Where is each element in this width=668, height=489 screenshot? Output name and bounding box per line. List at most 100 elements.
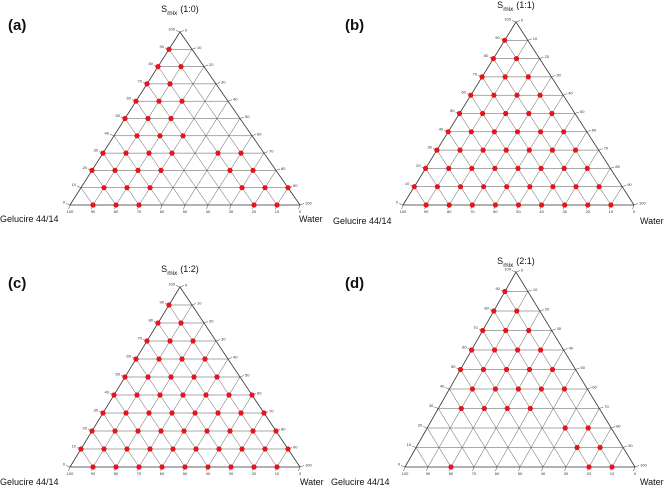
grid-line [438,408,475,468]
grid-line [276,187,289,206]
tick-label: 70 [269,149,274,154]
grid-line [518,113,576,206]
tick-label: 100 [400,209,407,214]
tick-label: 90 [91,209,96,214]
tick-mark [511,270,517,273]
composition-point [525,74,531,80]
apex-label-ratio: (1:0) [180,4,199,14]
composition-point [502,74,508,80]
grid-line [425,40,529,206]
composition-point [179,356,185,362]
tick-label: 40 [233,355,238,360]
tick-label: 50 [183,471,188,476]
tick-label: 20 [252,471,257,476]
tick-mark [622,184,627,187]
composition-point [561,386,568,392]
composition-point [113,464,119,470]
tick-label: 90 [293,183,298,188]
composition-point [134,392,140,398]
tick-label: 90 [160,44,165,49]
tick-mark [575,367,580,370]
composition-point [490,56,496,62]
composition-point [249,392,255,398]
tick-label: 100 [305,463,312,468]
composition-point [492,386,498,392]
composition-point [111,392,117,398]
composition-point [90,202,96,208]
composition-point [169,410,175,416]
composition-point [423,202,429,208]
tick-label: 50 [518,471,523,476]
composition-point [133,98,139,104]
composition-point [445,129,451,135]
grid-line [92,49,193,206]
grid-line [146,340,232,468]
tick-mark [215,82,221,85]
tick-label: 10 [275,209,280,214]
composition-point [227,428,233,434]
apex-label-sub: mix [167,270,178,277]
composition-point [146,150,152,156]
composition-point [574,444,580,451]
composition-point [527,184,533,190]
grid-line [504,291,613,468]
composition-point [586,464,592,470]
composition-point [238,150,244,156]
composition-point [480,327,486,334]
composition-point [192,410,198,416]
composition-point [469,386,475,392]
apex-label-ratio: (1:1) [516,0,535,10]
tick-mark [229,204,232,210]
tick-label: 30 [427,145,432,150]
composition-point [434,184,440,190]
composition-point [122,115,128,122]
tick-label: 90 [91,471,96,476]
composition-point [159,464,165,470]
tick-label: 60 [592,385,597,390]
tick-mark [400,465,406,468]
tick-mark [586,130,591,133]
tick-mark [299,203,305,206]
tick-label: 0 [63,200,66,205]
tick-label: 30 [429,403,434,408]
grid-line [230,152,265,206]
composition-point [166,46,172,52]
tick-label: 60 [461,90,466,95]
tick-label: 50 [183,209,188,214]
grid-line [124,376,186,468]
grid-line [449,388,498,468]
tick-label: 80 [149,61,154,66]
grid-line [146,83,232,206]
tick-label: 50 [450,108,455,113]
tick-label: 50 [580,109,585,114]
tick-mark [68,466,71,472]
tick-label: 60 [160,471,165,476]
tick-mark [76,185,82,188]
tick-mark [551,75,556,78]
tick-label: 70 [137,471,142,476]
tick-mark [515,270,521,273]
composition-point [503,110,509,117]
tick-label: 0 [398,462,401,467]
grid-line [504,40,612,206]
tick-label: 80 [449,471,454,476]
tick-mark [426,466,429,472]
apex-label-sub: mix [167,10,178,17]
grid-line [230,412,265,468]
composition-point [492,202,498,208]
composition-point [78,446,84,452]
composition-point [526,110,532,117]
grid-line [564,149,599,206]
tick-mark [563,348,568,351]
tick-label: 70 [138,336,143,341]
composition-point [215,410,221,416]
grid-line [414,186,427,206]
tick-label: 40 [541,471,546,476]
composition-point [147,185,153,191]
composition-point [502,288,508,295]
tick-mark [68,204,71,210]
composition-point [411,184,417,190]
tick-label: 90 [628,443,633,448]
tick-label: 30 [221,337,226,342]
